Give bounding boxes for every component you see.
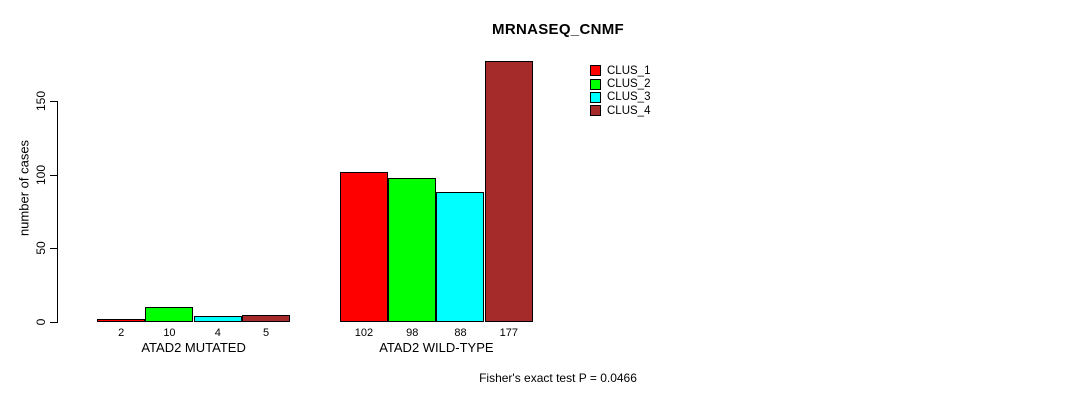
legend-item: CLUS_3 [590, 91, 650, 104]
y-tick [50, 248, 57, 250]
legend-item: CLUS_2 [590, 77, 650, 90]
legend-label: CLUS_4 [607, 104, 651, 117]
bar [97, 319, 145, 322]
group-label: ATAD2 WILD-TYPE [379, 340, 494, 355]
bar-value-label: 177 [499, 327, 519, 339]
legend-swatch [590, 91, 601, 103]
y-axis-line [57, 101, 58, 323]
y-tick-label: 150 [34, 90, 48, 112]
y-tick-label: 100 [34, 164, 48, 185]
bar-value-label: 88 [454, 327, 467, 339]
bar [242, 315, 290, 322]
y-axis-label: number of cases [16, 139, 32, 237]
y-tick [50, 174, 57, 176]
bar-value-label: 10 [163, 327, 176, 339]
bar [340, 172, 388, 322]
bar-value-label: 5 [262, 327, 270, 339]
bar [145, 307, 193, 322]
bar [485, 61, 533, 322]
legend-item: CLUS_4 [590, 104, 650, 117]
y-tick [50, 322, 57, 323]
bar [194, 316, 242, 322]
legend-label: CLUS_1 [607, 64, 651, 77]
legend-swatch [590, 65, 601, 77]
legend-swatch [590, 105, 601, 117]
legend: CLUS_1 CLUS_2 CLUS_3 CLUS_4 [590, 64, 650, 118]
legend-swatch [590, 78, 601, 90]
y-tick-label: 0 [34, 318, 48, 326]
fisher-test-annotation: Fisher's exact test P = 0.0466 [479, 371, 637, 385]
bar [388, 178, 436, 322]
bar-value-label: 4 [214, 327, 221, 339]
legend-label: CLUS_3 [607, 91, 651, 104]
bar-value-label: 102 [354, 327, 374, 339]
bar-value-label: 98 [406, 327, 419, 339]
y-tick [50, 101, 57, 102]
chart-title: MRNASEQ_CNMF [492, 21, 624, 38]
bar-value-label: 2 [118, 327, 125, 339]
legend-item: CLUS_1 [590, 64, 650, 77]
legend-label: CLUS_2 [607, 78, 651, 91]
y-tick-label: 50 [34, 241, 48, 256]
group-label: ATAD2 MUTATED [141, 340, 246, 355]
bar [436, 192, 484, 322]
